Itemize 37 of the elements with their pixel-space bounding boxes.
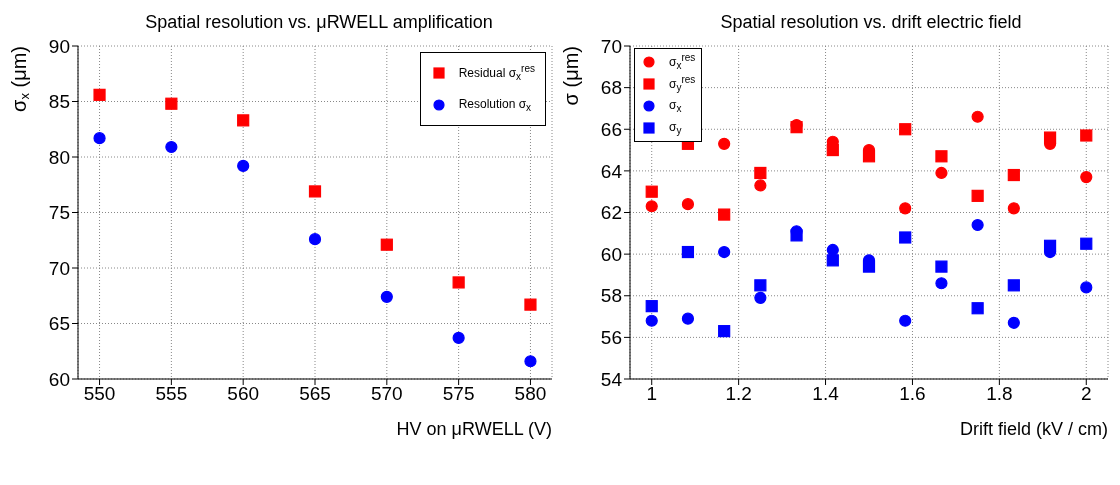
y-tick-label: 56 (600, 327, 622, 349)
chart-title: Spatial resolution vs. drift electric field (719, 12, 1023, 33)
x-tick-label: 2 (1080, 383, 1092, 405)
x-axis-title: Drift field (kV / cm) (959, 419, 1108, 439)
y-tick-label: 70 (48, 257, 70, 279)
y-tick-label: 85 (48, 91, 70, 113)
y-axis-title: σ (μm) (560, 46, 582, 106)
x-tick-label: 575 (442, 383, 475, 405)
y-tick-label: 60 (48, 368, 70, 390)
y-tick-label: 64 (600, 160, 623, 182)
y-tick-label: 65 (48, 313, 70, 335)
x-tick-label: 1.2 (725, 383, 752, 405)
x-axis-title: HV on μRWELL (V) (396, 419, 552, 439)
y-tick-label: 54 (600, 368, 623, 390)
x-tick-label: 1 (646, 383, 658, 405)
x-tick-label: 560 (227, 383, 260, 405)
y-tick-label: 80 (48, 146, 70, 168)
x-tick-label: 550 (83, 383, 116, 405)
y-tick-label: 75 (48, 202, 70, 224)
y-tick-label: 90 (48, 35, 70, 57)
y-tick-label: 70 (600, 35, 622, 57)
x-tick-label: 1.8 (986, 383, 1013, 405)
y-tick-label: 66 (600, 119, 622, 140)
legend-label: σ$_{y}$ (669, 119, 682, 137)
x-tick-label: 570 (370, 383, 403, 405)
y-tick-label: 60 (600, 243, 622, 265)
x-tick-label: 1.4 (812, 383, 840, 405)
x-tick-label: 555 (155, 383, 188, 405)
y-tick-label: 62 (600, 202, 622, 224)
legend-label: Resolution σ$_{x}$ (458, 96, 532, 114)
y-tick-label: 58 (600, 285, 622, 307)
y-tick-label: 68 (600, 77, 622, 99)
chart-title: Spatial resolution vs. μRWELL amplification (144, 12, 494, 33)
x-tick-label: 1.6 (899, 383, 926, 405)
x-tick-label: 580 (514, 383, 547, 405)
legend-label: σ$_{x}$ (669, 97, 682, 115)
x-tick-label: 565 (299, 383, 331, 405)
